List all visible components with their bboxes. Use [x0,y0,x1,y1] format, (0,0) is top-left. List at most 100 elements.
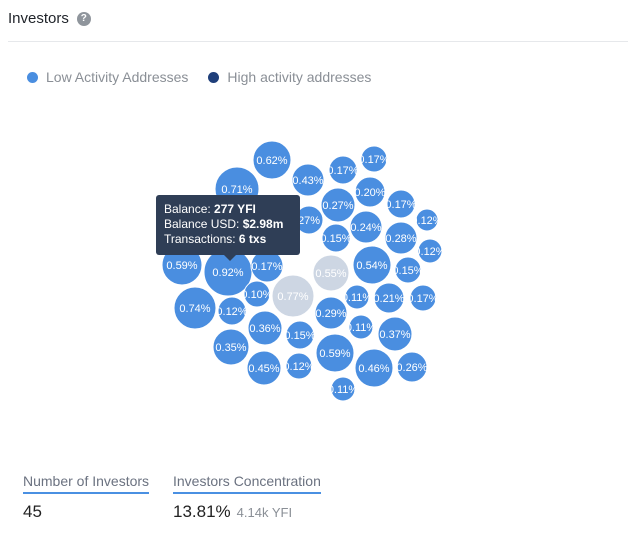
bubble-circle[interactable] [321,223,351,253]
question-circle-icon[interactable]: ? [76,11,91,26]
bubble[interactable]: 0.28% [384,221,418,255]
bubble[interactable]: 0.15% [284,320,316,350]
bubble[interactable]: 0.29% [314,296,348,330]
bubble-circle[interactable] [349,210,383,244]
bubble-label: 0.46% [358,363,389,375]
bubble-circle[interactable] [348,314,374,340]
bubble-circle[interactable] [417,238,443,264]
bubble-circle[interactable] [271,274,315,318]
bubble[interactable]: 0.54% [352,245,392,285]
bubble[interactable]: 0.35% [212,328,250,366]
stat-label[interactable]: Number of Investors [23,473,150,494]
bubble-circle[interactable] [396,351,428,383]
bubble-label: 0.37% [379,329,410,341]
bubble[interactable]: 0.36% [247,310,283,346]
bubble-circle[interactable] [415,208,439,232]
bubble[interactable]: 0.20% [354,176,386,208]
bubble-circle[interactable] [373,282,405,314]
bubble-label: 0.12% [411,215,442,227]
bubble[interactable]: 0.45% [246,350,282,386]
bubble-circle[interactable] [344,284,370,310]
bubble[interactable]: 0.12% [216,296,248,326]
bubble-circle[interactable] [315,333,355,373]
bubble-circle[interactable] [354,348,394,388]
bubble-chart: 0.62%0.71%0.43%0.17%0.17%0.20%0.27% 0.17%… [161,140,446,402]
bubble[interactable]: 0.59% [315,333,355,373]
bubble[interactable]: 0.12% [411,208,443,232]
bubble[interactable]: 0.59% [161,244,203,286]
bubble-label: 0.21% [373,293,404,305]
bubble[interactable]: 0.26% [396,351,428,383]
bubble[interactable]: 0.46% [354,348,394,388]
bubble[interactable]: 0.74% [173,286,217,330]
bubble-label: 0.17% [358,154,389,166]
stat-value: 45 [23,502,42,521]
bubble-label: 0.11% [342,292,373,304]
bubble-label: 0.15% [320,233,351,245]
bubble[interactable]: 0.11% [346,314,377,340]
bubble-circle[interactable] [285,320,315,350]
bubble[interactable]: 0.21% [373,282,405,314]
bubble-circle[interactable] [328,155,358,185]
bubble[interactable]: 0.27% [320,187,356,223]
bubble-circle[interactable] [173,286,217,330]
bubble[interactable]: 0.17% [250,249,284,283]
bubble[interactable]: 0.77% [271,274,315,318]
bubble-circle[interactable] [247,310,283,346]
bubble-circle[interactable] [285,352,313,380]
bubble[interactable]: 0.12% [283,352,315,380]
bubble-label: 0.11% [328,384,359,396]
bubble-circle[interactable] [377,316,413,352]
bubble-label: 0.77% [277,291,308,303]
legend-label: High activity addresses [227,69,372,85]
bubble-circle[interactable] [360,145,388,173]
bubble[interactable]: 0.55% [312,254,350,292]
bubble[interactable]: 0.17% [407,284,439,312]
bubble-circle[interactable] [217,296,247,326]
bubble-circle[interactable] [409,284,437,312]
tooltip-transactions-label: Transactions: [164,232,239,246]
bubble-circle[interactable] [354,176,386,208]
bubble-circle[interactable] [386,189,416,219]
bubble[interactable]: 0.11% [342,284,373,310]
bubble-label: 0.26% [396,362,427,374]
legend-item-high-activity[interactable]: High activity addresses [208,69,371,85]
bubble-circle[interactable] [246,350,282,386]
bubble-circle[interactable] [312,254,350,292]
bubble[interactable]: 0.12% [414,238,446,264]
bubble-label: 0.12% [216,306,247,318]
bubble-circle[interactable] [252,140,292,180]
bubble[interactable]: 0.17% [358,145,390,173]
bubble[interactable]: 0.62% [252,140,292,180]
bubble[interactable]: 0.15% [320,223,352,253]
bubble[interactable]: 0.15% [392,256,424,284]
stat-label[interactable]: Investors Concentration [173,473,321,494]
bubble-circle[interactable] [243,280,271,308]
bubble[interactable]: 0.17% [385,189,417,219]
bubble-circle[interactable] [314,296,348,330]
bubble[interactable]: 0.43% [291,163,325,197]
bubble-circle[interactable] [320,187,356,223]
stat-sub-value: 4.14k YFI [236,505,293,520]
tooltip-arrow [224,255,236,261]
bubble[interactable]: 27% [294,205,324,235]
bubble-circle[interactable] [394,256,422,284]
bubble-label: 0.12% [283,361,314,373]
bubble-label: 0.11% [346,322,377,334]
bubble-label: 0.17% [407,293,438,305]
bubble[interactable]: 0.11% [328,376,359,402]
bubble[interactable]: 0.37% [377,316,413,352]
legend-item-low-activity[interactable]: Low Activity Addresses [27,69,188,85]
bubble[interactable]: 0.92% [203,247,253,297]
bubble-circle[interactable] [291,163,325,197]
bubble-circle[interactable] [212,328,250,366]
bubble[interactable]: 0.17% [327,155,359,185]
bubble-circle[interactable] [352,245,392,285]
bubble-label: 0.54% [356,260,387,272]
bubble-label: 0.36% [249,323,280,335]
bubble[interactable]: 0.24% [349,210,383,244]
tooltip-balance-usd-label: Balance USD: [164,217,243,231]
bubble-circle[interactable] [330,376,356,402]
bubble-circle[interactable] [384,221,418,255]
bubble[interactable]: 0.10% [241,280,273,308]
